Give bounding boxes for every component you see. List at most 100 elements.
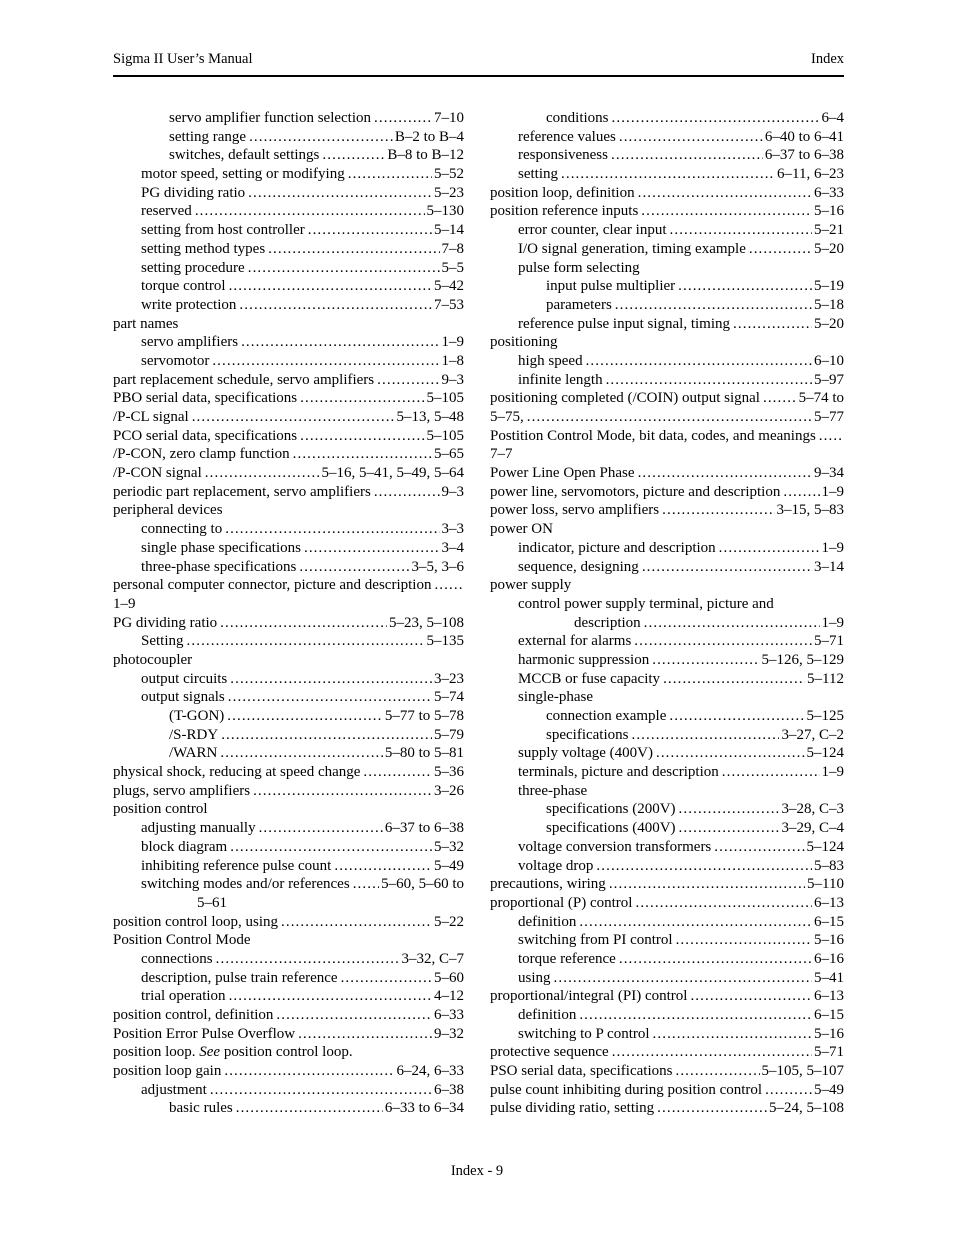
entry-page-number: 5–74 [434, 689, 464, 706]
entry-label: high speed [518, 352, 583, 369]
entry-label: power line, servomotors, picture and des… [490, 483, 781, 500]
entry-page-number: 6–13 [814, 988, 844, 1005]
entry-page-number: 5–24, 5–108 [769, 1100, 844, 1117]
entry-label: indicator, picture and description [518, 539, 716, 556]
entry-label: power supply [490, 577, 572, 594]
entry-page-number: 6–4 [821, 110, 845, 126]
index-entry: power supply [490, 576, 844, 595]
dot-leader [236, 1099, 383, 1118]
index-entry: connection example 5–125 [490, 707, 844, 726]
index-entry: servo amplifier function selection 7–10 [113, 109, 464, 128]
dot-leader [579, 1006, 812, 1025]
index-entry: 1–9 [113, 595, 464, 614]
entry-page-number: 5–16 [814, 1025, 844, 1042]
index-entry: position loop, definition 6–33 [490, 184, 844, 203]
index-entry: power line, servomotors, picture and des… [490, 483, 844, 502]
index-entry: servomotor 1–8 [113, 352, 464, 371]
entry-page-number: 5–71 [814, 1044, 844, 1061]
index-entry: pulse form selecting [490, 259, 844, 278]
dot-leader [374, 483, 440, 502]
dot-leader [612, 1043, 812, 1062]
entry-label: write protection [141, 296, 237, 313]
index-entry: conditions 6–4 [490, 109, 844, 128]
entry-label: basic rules [169, 1100, 233, 1117]
index-entry: three-phase specifications 3–5, 3–6 [113, 558, 464, 577]
entry-page-number: 5–20 [814, 240, 844, 257]
entry-label: 1–9 [113, 595, 136, 612]
index-entry: external for alarms 5–71 [490, 632, 844, 651]
entry-page-number: 5–23 [434, 184, 464, 201]
entry-label: setting method types [141, 240, 266, 257]
entry-label: specifications (200V) [546, 801, 676, 818]
index-entry: PSO serial data, specifications 5–105, 5–… [490, 1062, 844, 1081]
entry-page-number: 5–124 [806, 838, 845, 855]
entry-label: supply voltage (400V) [518, 745, 653, 762]
entry-page-number: 9–32 [434, 1025, 464, 1042]
entry-page-number: 5–52 [434, 166, 464, 183]
dot-leader [220, 744, 382, 763]
entry-page-number: 6–33 [434, 1007, 464, 1023]
entry-label: position control loop, using [113, 913, 278, 930]
entry-page-number: 5–41 [814, 969, 844, 986]
dot-leader [205, 464, 320, 483]
entry-label: power loss, servo amplifiers [490, 502, 660, 519]
entry-page-number: 5–126, 5–129 [761, 651, 845, 668]
entry-label: switching modes and/or references [141, 876, 350, 893]
entry-page-number: 5–125 [806, 708, 845, 724]
entry-label: torque reference [518, 950, 616, 967]
index-entry: basic rules 6–33 to 6–34 [113, 1099, 464, 1118]
index-entry: torque reference 6–16 [490, 950, 844, 969]
entry-page-number: 3–23 [434, 670, 464, 687]
index-entry: three-phase [490, 782, 844, 801]
entry-label: part names [113, 315, 179, 332]
entry-page-number: B–2 to B–4 [394, 128, 464, 145]
index-entry: specifications 3–27, C–2 [490, 726, 844, 745]
index-entry: Power Line Open Phase 9–34 [490, 464, 844, 483]
index-entry: part replacement schedule, servo amplifi… [113, 371, 464, 390]
dot-leader [663, 670, 805, 689]
entry-label: parameters [546, 296, 612, 313]
entry-label: Position Control Mode [113, 932, 251, 949]
index-entry: switching modes and/or references 5–60, 5… [113, 875, 464, 894]
entry-label: connections [141, 950, 213, 967]
dot-leader [304, 539, 440, 558]
entry-page-number: 6–40 to 6–41 [764, 128, 844, 145]
index-entry: supply voltage (400V) 5–124 [490, 744, 844, 763]
entry-label: photocoupler [113, 651, 193, 668]
entry-label: proportional (P) control [490, 894, 633, 911]
dot-leader [434, 576, 462, 595]
index-entry: switches, default settings B–8 to B–12 [113, 146, 464, 165]
entry-label: /P-CON, zero clamp function [113, 446, 290, 463]
index-entry: /P-CON signal 5–16, 5–41, 5–49, 5–64 [113, 464, 464, 483]
entry-label: /WARN [169, 745, 218, 762]
entry-label: pulse count inhibiting during position c… [490, 1081, 763, 1098]
entry-label: motor speed, setting or modifying [141, 166, 345, 183]
dot-leader [230, 838, 432, 857]
index-entry: part names [113, 315, 464, 334]
entry-label: I/O signal generation, timing example [518, 240, 746, 257]
dot-leader [653, 1025, 812, 1044]
entry-label: PSO serial data, specifications [490, 1063, 673, 1080]
dot-leader [579, 913, 812, 932]
entry-page-number: 5–19 [814, 278, 844, 295]
entry-page-number: 4–12 [434, 988, 464, 1005]
index-entry: reference pulse input signal, timing 5–20 [490, 315, 844, 334]
entry-label: external for alarms [518, 633, 632, 650]
index-entry: position reference inputs 5–16 [490, 202, 844, 221]
dot-leader [634, 632, 812, 651]
index-entry: single phase specifications 3–4 [113, 539, 464, 558]
index-entry: I/O signal generation, timing example 5–2… [490, 240, 844, 259]
entry-label: MCCB or fuse capacity [518, 670, 661, 687]
entry-page-number: 5–23, 5–108 [389, 614, 464, 631]
dot-leader [228, 688, 432, 707]
entry-label: conditions [546, 110, 609, 126]
index-entry: peripheral devices [113, 501, 464, 520]
entry-page-number: 3–3 [441, 521, 465, 538]
entry-label: pulse dividing ratio, setting [490, 1100, 655, 1117]
dot-leader [714, 838, 804, 857]
dot-leader [239, 296, 432, 315]
entry-page-number: 5–71 [814, 633, 844, 650]
dot-leader [631, 726, 779, 745]
dot-leader [619, 950, 812, 969]
dot-leader [268, 240, 439, 259]
